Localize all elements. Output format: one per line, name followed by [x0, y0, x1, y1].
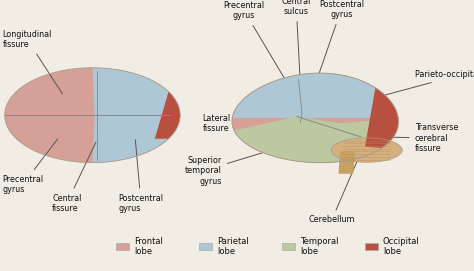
Text: Parieto-occipital sulcus: Parieto-occipital sulcus	[369, 70, 474, 99]
Bar	[199, 243, 212, 250]
Text: Superior
temporal
gyrus: Superior temporal gyrus	[185, 139, 309, 186]
Text: Transverse
cerebral
fissure: Transverse cerebral fissure	[369, 123, 458, 153]
Text: Parietal
lobe: Parietal lobe	[217, 237, 249, 256]
Text: Frontal
lobe: Frontal lobe	[134, 237, 163, 256]
Text: Lateral
fissure: Lateral fissure	[202, 114, 300, 133]
Polygon shape	[232, 73, 399, 163]
Text: Postcentral
gyrus: Postcentral gyrus	[118, 140, 164, 213]
Text: Precentral
gyrus: Precentral gyrus	[2, 139, 57, 194]
Polygon shape	[92, 68, 180, 163]
Polygon shape	[234, 117, 399, 163]
Polygon shape	[232, 73, 398, 118]
Bar	[365, 243, 378, 250]
Text: Postcentral
gyrus: Postcentral gyrus	[318, 0, 364, 77]
Text: Longitudinal
fissure: Longitudinal fissure	[2, 30, 63, 94]
Text: Cerebellum: Cerebellum	[309, 153, 361, 224]
Polygon shape	[365, 88, 399, 148]
Polygon shape	[331, 138, 402, 162]
Polygon shape	[155, 92, 180, 139]
Bar	[282, 243, 295, 250]
Text: Occipital
lobe: Occipital lobe	[383, 237, 420, 256]
Text: Central
fissure: Central fissure	[52, 142, 96, 213]
Text: Precentral
gyrus: Precentral gyrus	[224, 1, 291, 89]
Polygon shape	[338, 151, 355, 174]
Polygon shape	[5, 68, 180, 163]
Bar	[116, 243, 129, 250]
Text: Central
sulcus: Central sulcus	[282, 0, 311, 80]
Text: Temporal
lobe: Temporal lobe	[300, 237, 338, 256]
